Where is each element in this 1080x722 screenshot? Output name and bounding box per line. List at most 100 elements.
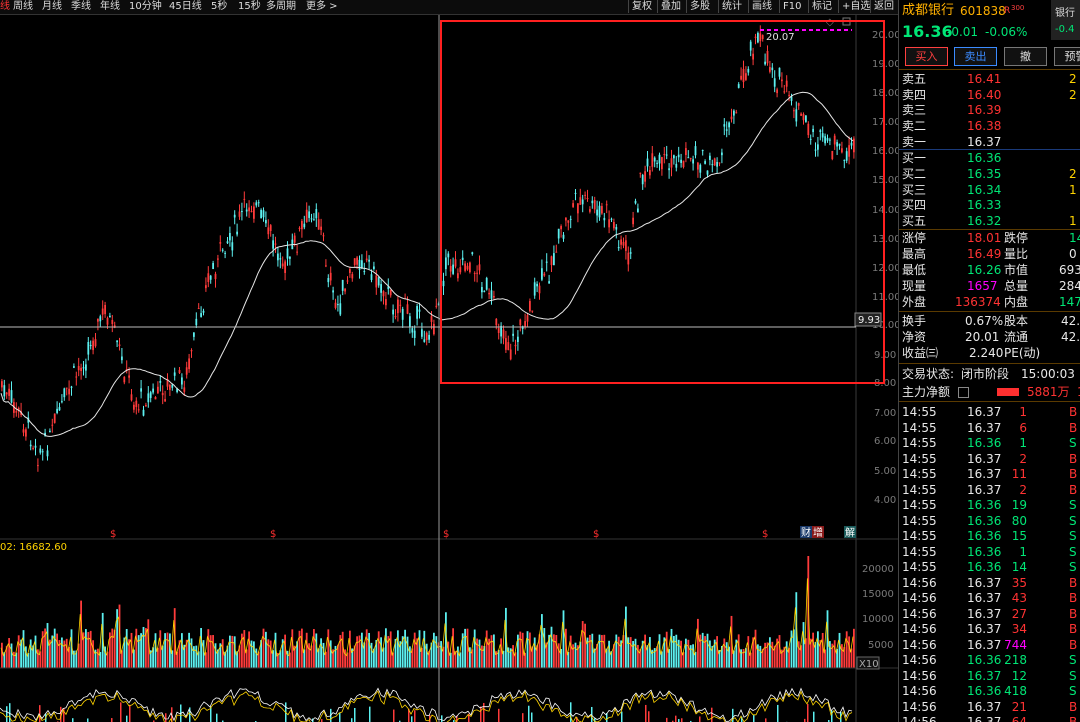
candle-body	[387, 286, 390, 290]
kline-chart[interactable]: 20.00 19.00 18.00 17.00 16.00 15.00 14.0…	[0, 15, 898, 722]
tick-price: 16.36	[967, 498, 1002, 512]
candle-body	[848, 145, 850, 157]
btn-f10[interactable]: F10	[779, 0, 804, 13]
volume-bar	[291, 629, 294, 668]
candle-body	[766, 50, 769, 64]
candle-body	[622, 241, 625, 246]
candle-body	[512, 333, 514, 336]
tab-45day[interactable]: 45日线	[169, 1, 202, 12]
volume-bar	[164, 633, 166, 668]
tab-multi-period[interactable]: 多周期	[266, 1, 296, 12]
volume-bar	[725, 642, 728, 668]
volume-bar	[449, 652, 452, 668]
indicator-bar	[408, 708, 410, 722]
candle-body	[769, 67, 771, 72]
btn-multi-stock[interactable]: 多股	[686, 0, 713, 13]
indicator-bar	[456, 715, 458, 722]
volume-bar	[176, 651, 178, 668]
candle-body	[581, 199, 584, 205]
candle-body	[152, 388, 154, 393]
stock-code: 601838	[960, 4, 1006, 18]
candle-body	[245, 209, 248, 212]
tab-10min[interactable]: 10分钟	[129, 1, 162, 12]
sell-button[interactable]: 卖出	[954, 47, 997, 66]
alert-button[interactable]: 预警	[1054, 47, 1080, 66]
volume-bar	[181, 633, 183, 668]
volume-bar	[481, 645, 483, 668]
divider	[899, 311, 1080, 312]
cancel-order-button[interactable]: 撤	[1004, 47, 1047, 66]
candle-body	[661, 157, 663, 170]
btn-stats[interactable]: 统计	[718, 0, 745, 13]
tick-volume: 80	[1011, 513, 1027, 528]
candle-body	[677, 154, 680, 158]
tab-15sec[interactable]: 15秒	[238, 1, 261, 12]
sector-box[interactable]: 银行 -0.4	[1051, 0, 1080, 40]
volume-bar	[507, 647, 510, 668]
btn-overlay[interactable]: 叠加	[657, 0, 684, 13]
candle-body	[339, 303, 342, 315]
candle-body	[459, 267, 462, 273]
tab-year[interactable]: 年线	[100, 1, 120, 12]
candle-body	[817, 144, 819, 150]
volume-bar	[589, 634, 591, 668]
candle-body	[778, 67, 781, 77]
candle-body	[22, 429, 25, 433]
indicator-bar	[72, 718, 74, 722]
candle-body	[543, 273, 546, 276]
candle-body	[831, 150, 834, 160]
volume-bar	[557, 643, 560, 668]
candle-body	[550, 256, 553, 266]
volume-bar	[34, 635, 37, 668]
volume-bar	[785, 641, 788, 668]
volume-bar	[243, 630, 246, 668]
badge-unlock	[844, 526, 856, 538]
candle-body	[461, 257, 464, 260]
tick-side: B	[1069, 622, 1078, 636]
volume-bar	[651, 649, 654, 668]
btn-adjust[interactable]: 复权	[628, 0, 655, 13]
btn-back[interactable]: 返回	[870, 0, 897, 13]
tab-more[interactable]: 更多 >	[306, 1, 338, 12]
tick-price: 16.37	[967, 420, 1002, 435]
volume-bar	[346, 652, 349, 668]
volume-bar	[711, 645, 714, 668]
tab-week[interactable]: 周线	[13, 1, 33, 12]
volume-bar	[404, 629, 406, 668]
candle-body	[665, 154, 668, 156]
price-label: 6.00	[874, 436, 896, 447]
candle-body	[226, 241, 229, 244]
candle-body	[243, 198, 246, 200]
btn-add-watch[interactable]: +自选	[838, 0, 873, 13]
volume-bar	[267, 639, 270, 668]
volume-bar	[310, 645, 313, 668]
volume-scale-box	[856, 656, 880, 670]
volume-bar	[845, 631, 848, 668]
btn-mark[interactable]: 标记	[808, 0, 835, 13]
volume-bar	[569, 635, 572, 668]
tab-quarter[interactable]: 季线	[71, 1, 91, 12]
candle-body	[58, 407, 61, 411]
tab-5sec[interactable]: 5秒	[211, 1, 228, 12]
volume-bar	[632, 641, 634, 668]
volume-bar	[377, 631, 380, 668]
btn-draw[interactable]: 画线	[748, 0, 775, 13]
volume-bar	[394, 638, 397, 668]
buy-button[interactable]: 买入	[905, 47, 948, 66]
volume-bar	[447, 641, 450, 668]
candle-body	[464, 263, 466, 271]
indicator-bar	[606, 713, 608, 722]
volume-bar	[260, 640, 262, 668]
candle-body	[39, 448, 42, 453]
candle-body	[718, 162, 721, 164]
candle-body	[428, 334, 430, 340]
candle-body	[341, 279, 344, 291]
candle-body	[5, 392, 8, 395]
tab-day-partial[interactable]: 线	[0, 1, 10, 12]
candle-body	[517, 336, 519, 343]
tab-month[interactable]: 月线	[42, 1, 62, 12]
quote-header: 成都银行 601838 R 300	[899, 2, 1080, 20]
volume-bar	[649, 637, 651, 668]
volume-bar	[826, 610, 829, 668]
tick-side: B	[1069, 637, 1078, 652]
